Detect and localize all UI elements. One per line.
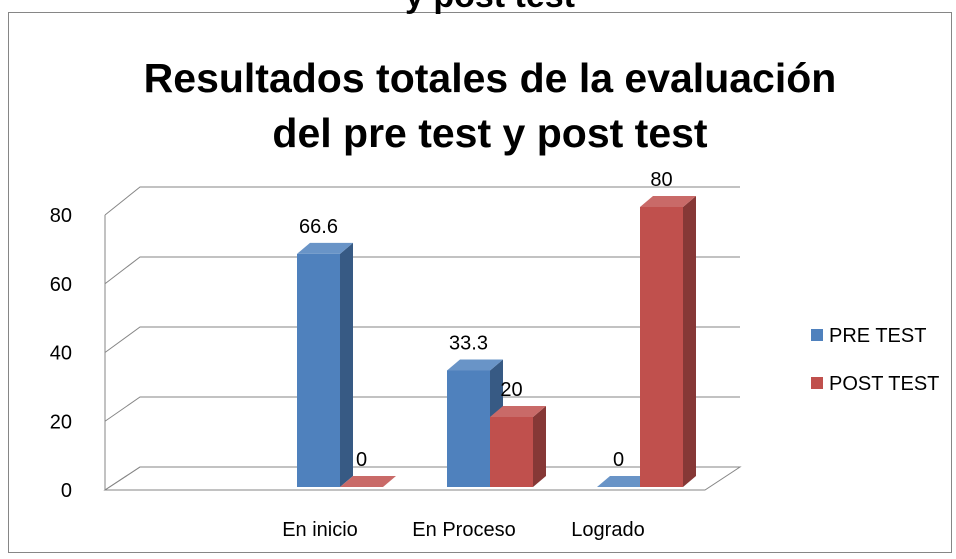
grid-line [104,186,740,216]
y-tick-label: 0 [61,480,72,502]
y-tick-label: 40 [50,343,72,365]
bar-top [640,196,696,207]
y-tick-label: 80 [50,205,72,227]
bar-front [297,253,340,487]
bar-side [533,406,546,487]
cropped-caption: y post test [405,0,575,15]
bar-side [683,196,696,487]
bar-top [447,359,503,371]
bar-top [597,476,653,487]
legend-swatch [811,377,823,389]
data-label: 20 [500,379,522,401]
data-label: 80 [650,169,672,191]
bar-front [640,207,683,487]
legend-swatch [811,329,823,341]
grid-line [104,326,740,353]
bar-front [447,370,490,487]
y-tick-label: 60 [50,274,72,296]
bar-top [490,406,546,417]
grid-line [104,396,740,422]
x-tick-label: Logrado [571,519,644,541]
bar-front [490,417,533,487]
chart-title: del pre test y post test [272,110,708,156]
x-tick-label: En Proceso [412,519,515,541]
y-tick-label: 20 [50,411,72,433]
x-tick-label: En inicio [282,519,358,541]
data-label: 0 [356,449,367,471]
data-label: 0 [613,449,624,471]
data-label: 66.6 [299,216,338,238]
grid-line [104,256,740,285]
legend-label: POST TEST [829,373,939,395]
data-label: 33.3 [449,332,488,354]
legend-label: PRE TEST [829,325,926,347]
bar-top [297,242,353,254]
chart-title: Resultados totales de la evaluación [144,55,837,101]
bar-side [340,242,353,487]
bar-top [340,476,396,487]
